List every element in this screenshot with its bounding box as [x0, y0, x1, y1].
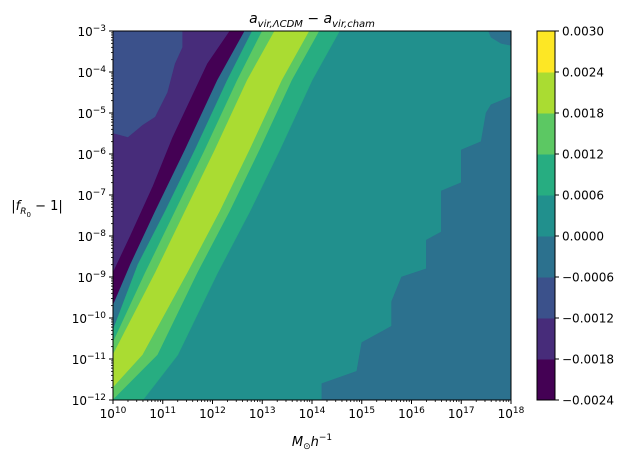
- x-tick-label: 1014: [299, 406, 326, 421]
- y-tick-label: 10−9: [77, 270, 106, 285]
- colorbar-tick-label: 0.0024: [562, 66, 604, 80]
- colorbar: 0.0030 0.0024 0.0018 0.0012 0.0006 0.0000 −0.0…: [536, 25, 614, 408]
- y-tick-label: 10−8: [77, 229, 106, 244]
- colorbar-segment: [537, 154, 555, 196]
- x-tick-label: 1017: [448, 406, 475, 421]
- colorbar-segment: [537, 277, 555, 319]
- x-tick-label: 1016: [398, 406, 425, 421]
- y-tick-label: 10−5: [77, 106, 106, 121]
- y-tick-label: 10−6: [77, 147, 106, 162]
- colorbar-tick-label: 0.0030: [562, 25, 604, 39]
- x-tick-label: 1015: [348, 406, 375, 421]
- x-tick-label: 1018: [498, 406, 525, 421]
- colorbar-tick-label: −0.0024: [562, 394, 614, 408]
- colorbar-tick-label: −0.0012: [562, 312, 614, 326]
- colorbar-frame: [536, 30, 556, 401]
- colorbar-segment: [537, 318, 555, 360]
- x-axis-label: M⊙h−1: [292, 433, 332, 452]
- y-tick-label: 10−12: [72, 393, 106, 408]
- colorbar-segment: [537, 236, 555, 278]
- colorbar-tick-label: 0.0012: [562, 148, 604, 162]
- colorbar-tick-label: 0.0000: [562, 230, 604, 244]
- colorbar-segment: [537, 195, 555, 237]
- colorbar-tick-label: −0.0006: [562, 271, 614, 285]
- colorbar-segment: [537, 359, 555, 401]
- y-tick-label: 10−10: [72, 311, 107, 326]
- y-tick-label: 10−11: [72, 352, 106, 367]
- x-axis: 1010 1011 1012 1013 1014 1015 1016 1017 1018: [100, 400, 525, 421]
- x-tick-label: 1012: [199, 406, 226, 421]
- colorbar-tick-label: −0.0018: [562, 353, 614, 367]
- colorbar-segment: [537, 72, 555, 114]
- x-tick-label: 1011: [149, 406, 176, 421]
- colorbar-segment: [537, 113, 555, 155]
- contour-regions: [112, 30, 512, 401]
- contour-region-lower-right-plateau: [321, 96, 512, 401]
- y-axis-label: |fR0 − 1|: [11, 199, 63, 219]
- y-tick-label: 10−3: [77, 24, 106, 39]
- colorbar-segment: [537, 31, 555, 73]
- x-tick-label: 1013: [249, 406, 276, 421]
- y-tick-label: 10−4: [77, 65, 106, 80]
- x-tick-label: 1010: [100, 406, 127, 421]
- y-axis: 10−12 10−11 10−10 10−9 10−8 10−7 10−6 10−5 10−4 1…: [72, 24, 113, 408]
- colorbar-tick-label: 0.0018: [562, 107, 604, 121]
- plot-area: [112, 30, 512, 401]
- chart-title: avir,ΛCDM − avir,cham: [249, 11, 375, 30]
- y-tick-label: 10−7: [77, 188, 106, 203]
- colorbar-tick-label: 0.0006: [562, 189, 604, 203]
